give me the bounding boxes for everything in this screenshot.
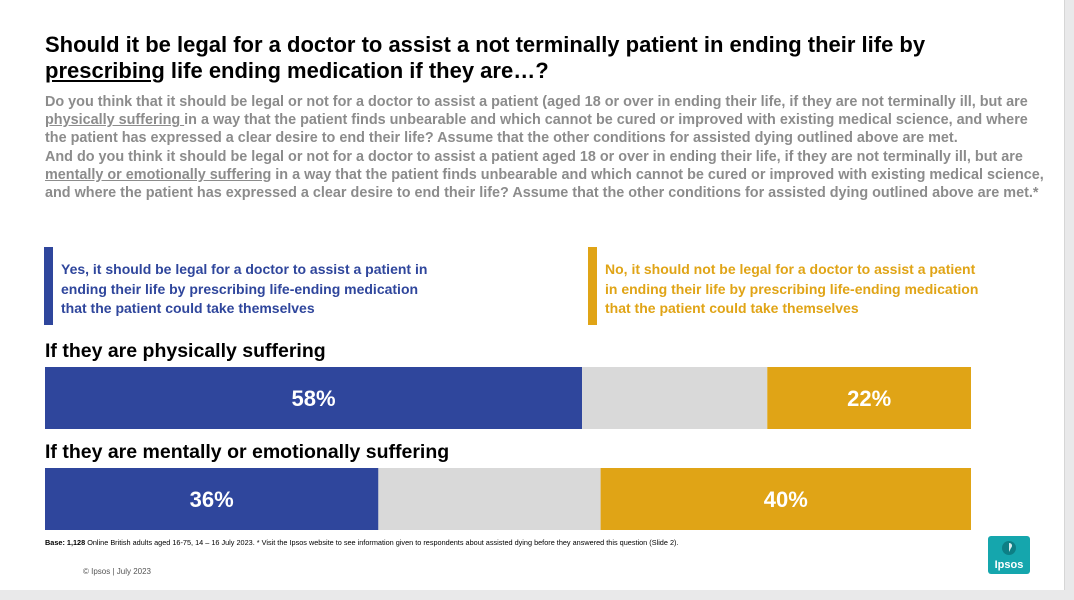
ipsos-logo-text: Ipsos: [994, 559, 1024, 571]
bar-yes-1: [45, 468, 379, 530]
bar-neither-0: [582, 367, 768, 429]
category-label-mental: If they are mentally or emotionally suff…: [45, 441, 450, 463]
bar-neither-1: [378, 468, 601, 530]
legend-yes-swatch: [44, 247, 53, 325]
chart-title: Should it be legal for a doctor to assis…: [45, 32, 945, 84]
legend-no-label: No, it should not be legal for a doctor …: [605, 261, 979, 316]
data-label-yes-1: 36%: [190, 487, 234, 512]
slide: Should it be legal for a doctor to assis…: [0, 0, 1065, 590]
stacked-bar-chart: 58% 22% 36% 40%: [45, 367, 971, 530]
ipsos-mark-icon: [1002, 541, 1016, 555]
copyright: © Ipsos | July 2023: [83, 567, 152, 576]
bar-no-0: [767, 367, 971, 429]
legend-no-swatch: [588, 247, 597, 325]
bar-yes-0: [45, 367, 583, 429]
category-label-physical: If they are physically suffering: [45, 340, 326, 362]
data-label-yes-0: 58%: [292, 386, 336, 411]
title-underlined: prescribing: [45, 58, 165, 83]
data-label-no-1: 40%: [764, 487, 808, 512]
title-part-1: Should it be legal for a doctor to assis…: [45, 32, 926, 57]
question-mental: And do you think it should be legal or n…: [45, 148, 1044, 202]
ipsos-logo: Ipsos: [988, 536, 1030, 574]
legend-yes-label: Yes, it should be legal for a doctor to …: [61, 261, 428, 316]
bar-no-1: [600, 468, 971, 530]
base-note: Base: 1,128 Online British adults aged 1…: [45, 538, 679, 547]
data-label-no-0: 22%: [847, 386, 891, 411]
title-part-2: life ending medication if they are…?: [164, 58, 549, 83]
question-physical: Do you think that it should be legal or …: [45, 94, 1028, 147]
question-text: Do you think that it should be legal or …: [45, 93, 1045, 202]
